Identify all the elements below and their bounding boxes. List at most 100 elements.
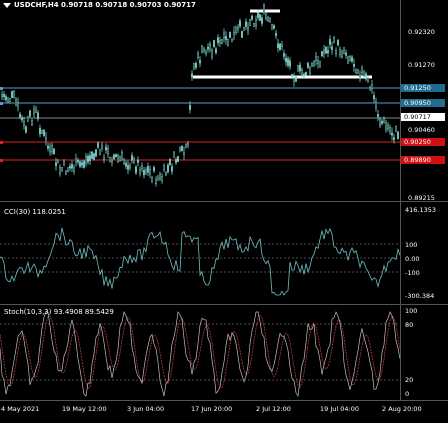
candle-body [259,14,261,21]
pane-divider[interactable] [0,201,448,202]
candle-body [119,156,121,161]
stochastic-title: Stoch(10,3,3) 93.4908 89.5429 [4,308,114,316]
candle-body [91,151,93,159]
price-tag-level: 0.91250 [401,84,445,92]
candle-body [375,101,377,109]
stochastic-main-line [0,310,400,398]
cci-scale-label: 0.00 [405,255,420,263]
candle-body [227,39,229,47]
candle-body [27,116,29,122]
candle-body [95,149,97,157]
symbol-dropdown-icon[interactable] [3,3,11,8]
candle-body [43,130,45,136]
candle-body [223,32,225,39]
price-tag-level: 0.89890 [401,156,445,164]
candle-body [149,169,151,175]
candle-body [305,71,307,76]
candle-body [379,118,381,127]
candle-body [295,75,297,82]
candle-body [117,154,119,162]
candle-body [277,43,279,49]
candle-body [173,151,175,158]
candle-body [273,25,275,29]
symbol-ohlc-header: USDCHF,H4 0.90718 0.90718 0.90703 0.9071… [14,1,196,9]
stochastic-chart [0,310,400,398]
time-axis[interactable]: 4 May 2021 19 May 12:00 3 Jun 04:00 17 J… [0,400,448,423]
candle-body [361,67,363,74]
candle-body [49,146,51,153]
candle-body [359,74,361,78]
candle-body [395,125,397,132]
candle-body [251,15,253,20]
candle-body [79,161,81,167]
price-scale[interactable]: 0.92320 0.91270 0.90460 0.89215 [400,0,448,202]
candle-body [341,50,343,58]
candle-body [187,143,189,147]
candle-body [335,50,337,55]
price-scale-label: 0.89215 [408,194,435,202]
candle-body [183,151,185,155]
candle-body [317,60,319,64]
candle-body [293,77,295,82]
price-chart-pane[interactable]: USDCHF,H4 0.90718 0.90718 0.90703 0.9071… [0,0,400,200]
candle-body [211,50,213,58]
candle-body [17,102,19,107]
pane-divider[interactable] [0,304,448,305]
candle-body [207,46,209,50]
candle-body [29,110,31,117]
candle-body [15,98,17,105]
candle-body [195,63,197,68]
candle-body [205,51,207,55]
candle-body [311,63,313,67]
candle-body [239,20,241,27]
candle-body [189,104,191,110]
cci-scale[interactable]: 416.1353 100 0.00 -100 -300.384 [400,203,448,303]
candle-body [159,173,161,180]
candle-body [393,137,395,140]
price-scale-label: 0.91270 [408,61,435,69]
candle-body [197,52,199,58]
level-marker [0,159,3,162]
candle-body [179,147,181,151]
candle-body [279,43,281,51]
candle-body [237,27,239,31]
candle-body [41,129,43,134]
candle-body [113,154,115,160]
candle-body [153,167,155,172]
candle-body [391,132,393,136]
candle-body [83,160,85,168]
candle-body [381,120,383,124]
candle-body [11,90,13,99]
stochastic-scale[interactable]: 100 80 20 0 [400,306,448,400]
candle-body [129,165,131,169]
candle-body [283,53,285,57]
candle-body [67,167,69,172]
candle-body [217,37,219,43]
cci-scale-label: 416.1353 [405,206,437,214]
candle-body [61,167,63,172]
candle-body [297,65,299,72]
stochastic-indicator-pane[interactable]: Stoch(10,3,3) 93.4908 89.5429 [0,306,400,400]
candle-body [99,149,101,156]
candle-body [157,175,159,181]
candle-body [261,17,263,24]
candle-body [269,18,271,23]
time-axis-label: 17 Jun 20:00 [191,405,233,413]
candle-body [103,157,105,160]
candle-body [39,127,41,135]
cci-indicator-pane[interactable]: CCI(30) 118.0251 [0,203,400,303]
candle-body [127,165,129,170]
time-axis-divider [0,400,448,401]
candle-body [151,177,153,182]
candle-body [355,69,357,73]
candle-body [147,166,149,173]
candle-body [47,145,49,149]
candle-body [171,166,173,172]
candle-body [263,5,265,13]
candle-body [123,159,125,164]
candle-body [85,156,87,164]
candle-body [313,60,315,67]
candle-body [285,57,287,63]
candle-body [343,47,345,54]
level-marker [0,102,3,105]
